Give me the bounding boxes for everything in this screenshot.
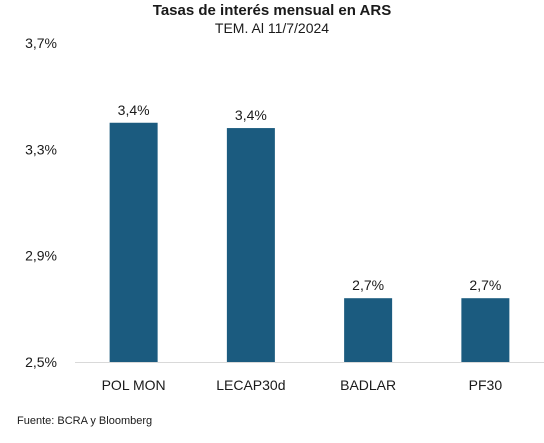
bar-pol-mon xyxy=(109,122,158,362)
bar-lecap30d xyxy=(226,128,275,362)
y-tick-label: 2,5% xyxy=(25,354,57,370)
y-tick-label: 3,7% xyxy=(25,35,57,51)
y-axis: 2,5% 2,9% 3,3% 3,7% xyxy=(25,35,57,370)
x-tick-label: PF30 xyxy=(469,377,503,393)
bar-pf30 xyxy=(461,298,510,362)
data-label: 2,7% xyxy=(469,277,501,293)
data-label: 3,4% xyxy=(118,102,150,118)
chart-subtitle: TEM. Al 11/7/2024 xyxy=(214,20,330,36)
data-label: 2,7% xyxy=(352,277,384,293)
x-tick-label: POL MON xyxy=(102,377,166,393)
x-tick-label: BADLAR xyxy=(340,377,396,393)
x-axis: POL MON LECAP30d BADLAR PF30 xyxy=(102,377,503,393)
chart-title: Tasas de interés mensual en ARS xyxy=(152,2,392,19)
y-tick-label: 3,3% xyxy=(25,141,57,157)
y-tick-label: 2,9% xyxy=(25,248,57,264)
data-labels: 3,4% 3,4% 2,7% 2,7% xyxy=(118,102,502,293)
data-label: 3,4% xyxy=(235,107,267,123)
bar-badlar xyxy=(344,298,393,362)
x-tick-label: LECAP30d xyxy=(216,377,285,393)
source-note: Fuente: BCRA y Bloomberg xyxy=(17,415,153,427)
bars xyxy=(109,122,510,362)
